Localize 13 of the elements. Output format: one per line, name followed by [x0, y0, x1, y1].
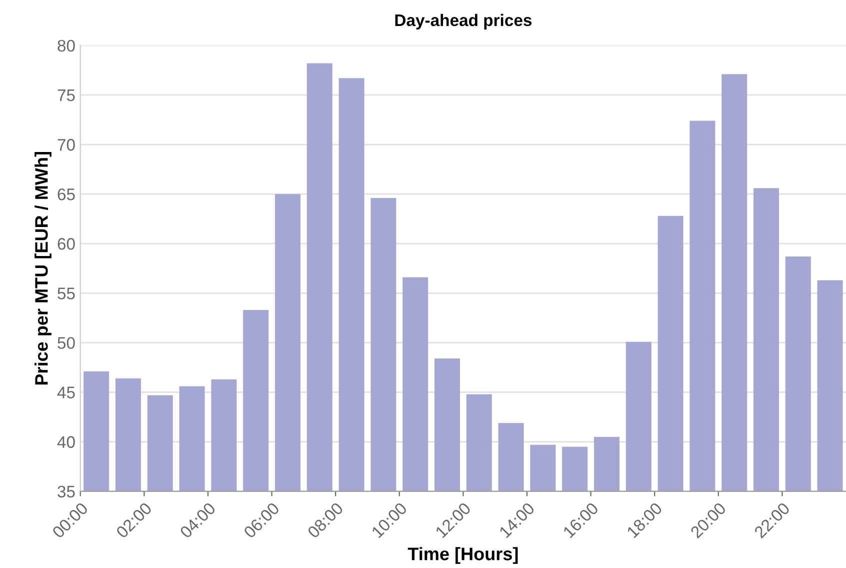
- y-tick-label: 70: [58, 138, 75, 151]
- y-tick-label: 60: [58, 238, 75, 250]
- y-tick-label: 65: [58, 188, 75, 200]
- chart-title: Day-ahead prices: [395, 14, 532, 30]
- x-axis-title: Time [Hours]: [408, 547, 518, 564]
- y-tick-label: 45: [57, 386, 75, 398]
- y-tick-label: 50: [58, 337, 75, 349]
- y-axis-title: Price per MTU [EUR / MWh]: [34, 152, 52, 385]
- y-tick-label: 55: [58, 288, 75, 300]
- y-tick-label: 40: [57, 436, 75, 448]
- y-tick-label: 75: [58, 90, 75, 102]
- y-tick-label: 80: [58, 40, 75, 52]
- y-tick-label: 35: [58, 486, 75, 498]
